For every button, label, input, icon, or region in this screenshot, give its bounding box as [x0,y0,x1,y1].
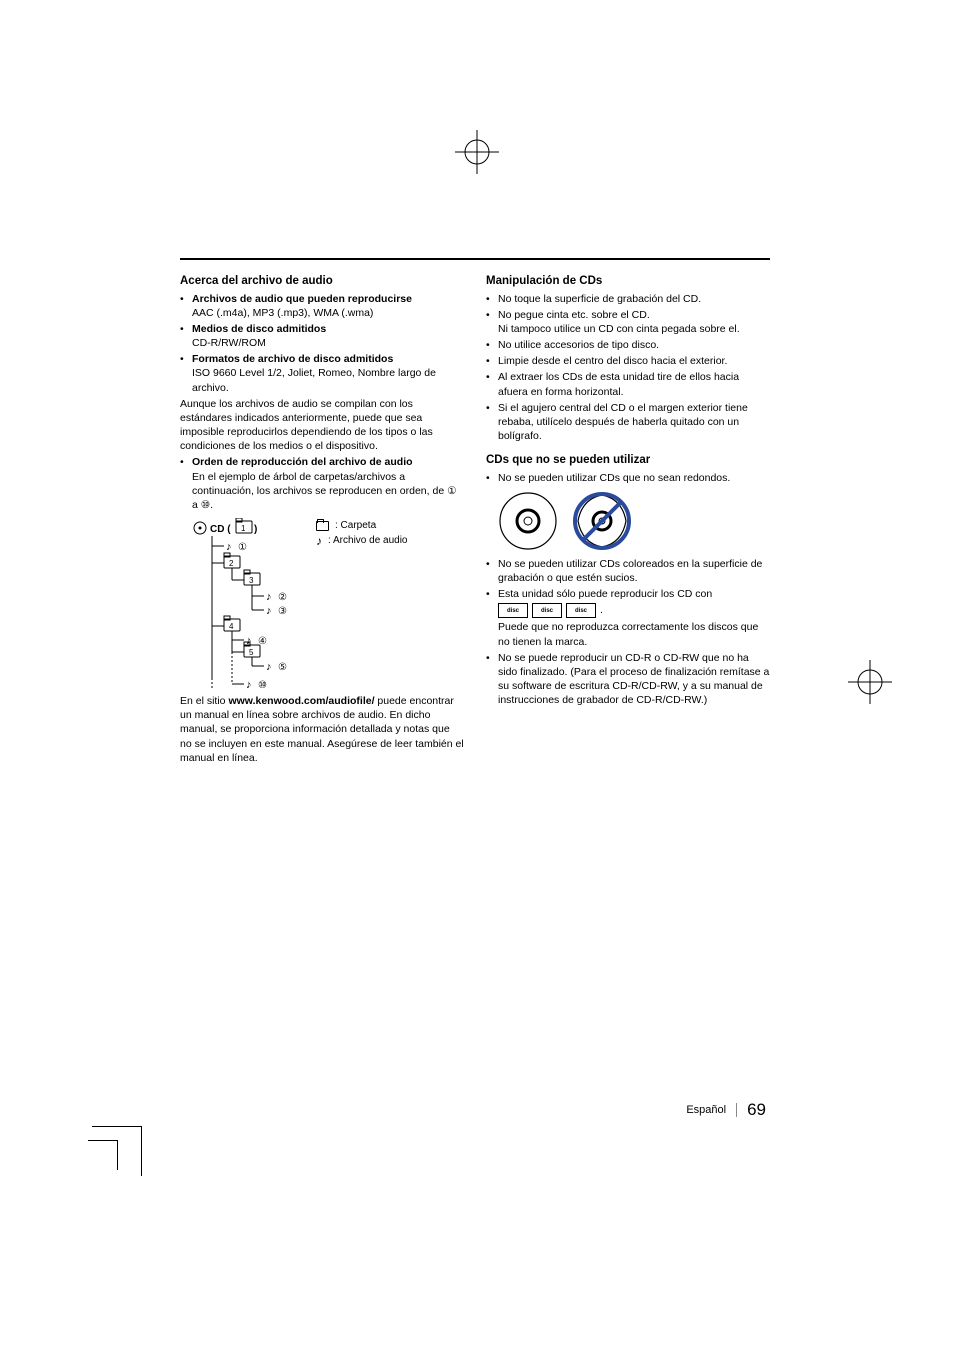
bullet-item: •Al extraer los CDs de esta unidad tire … [486,370,770,398]
bullet-text: No utilice accesorios de tipo disco. [498,338,770,352]
bullet-text: No se pueden utilizar CDs que no sean re… [498,471,770,485]
bullet-text: En el ejemplo de árbol de carpetas/archi… [192,471,457,511]
disc-shape-diagram [498,491,770,551]
svg-text:3: 3 [249,576,254,585]
compact-disc-logo-icon: disc [566,603,596,618]
tree-svg: CD ( 1 ) ♪ ① 2 3 [192,518,302,688]
bullet-item: •No pegue cinta etc. sobre el CD.Ni tamp… [486,308,770,336]
bullet-item: •Limpie desde el centro del disco hacia … [486,354,770,368]
legend-audio-text: : Archivo de audio [328,533,408,548]
registration-mark-top [455,130,499,179]
svg-text:CD (: CD ( [210,524,231,535]
bullet-text: No se puede reproducir un CD-R o CD-RW q… [498,651,770,708]
right-heading-2: CDs que no se pueden utilizar [486,453,770,469]
compact-disc-logo-icon: disc [532,603,562,618]
svg-text:): ) [254,524,257,535]
bullet-item: •No se puede reproducir un CD-R o CD-RW … [486,651,770,708]
page-content: Acerca del archivo de audio • Archivos d… [180,258,770,765]
bullet-item: • Archivos de audio que pueden reproduci… [180,292,464,320]
bullet-item: •No toque la superficie de grabación del… [486,292,770,306]
right-column: Manipulación de CDs •No toque la superfi… [486,274,770,765]
bullet-dot: • [180,292,192,320]
svg-text:⑤: ⑤ [278,662,287,673]
page-number: 69 [747,1100,766,1120]
bullet-item: •Si el agujero central del CD o el marge… [486,401,770,444]
bullet-item: •No se pueden utilizar CDs coloreados en… [486,557,770,585]
bullet-label: Archivos de audio que pueden reproducirs… [192,293,412,305]
bullet-text: No pegue cinta etc. sobre el CD. [498,309,650,321]
bullet-item: •No se pueden utilizar CDs que no sean r… [486,471,770,485]
bullet-label: Formatos de archivo de disco admitidos [192,353,393,365]
svg-text:♪: ♪ [266,605,272,617]
tree-legend: : Carpeta ♪ : Archivo de audio [316,518,408,548]
left-column: Acerca del archivo de audio • Archivos d… [180,274,464,765]
footer-divider [736,1103,737,1117]
music-note-icon: ♪ [316,535,322,547]
bullet-text: No toque la superficie de grabación del … [498,292,770,306]
bullet-dot: • [180,322,192,350]
two-column-layout: Acerca del archivo de audio • Archivos d… [180,274,770,765]
svg-text:♪: ♪ [226,541,232,553]
right-heading-1: Manipulación de CDs [486,274,770,290]
bullet-text: Esta unidad sólo puede reproducir los CD… [498,587,770,601]
svg-text:③: ③ [278,606,287,617]
bullet-label: Orden de reproducción del archivo de aud… [192,456,413,468]
bullet-text: CD-R/RW/ROM [192,337,266,349]
bullet-item: •No utilice accesorios de tipo disco. [486,338,770,352]
page-footer: Español 69 [686,1100,766,1120]
svg-text:①: ① [238,542,247,553]
svg-text:4: 4 [229,622,234,631]
registration-mark-right [848,660,892,709]
bullet-text: Si el agujero central del CD o el margen… [498,401,770,444]
footer-language: Español [686,1104,726,1116]
top-rule [180,258,770,260]
bullet-text: AAC (.m4a), MP3 (.mp3), WMA (.wma) [192,307,373,319]
bullet-label: Medios de disco admitidos [192,323,326,335]
bullet-text: No se pueden utilizar CDs coloreados en … [498,557,770,585]
svg-text:②: ② [278,592,287,603]
non-round-disc-prohibited-icon [572,491,632,551]
folder-tree-diagram: CD ( 1 ) ♪ ① 2 3 [192,518,464,688]
bullet-text: Al extraer los CDs de esta unidad tire d… [498,370,770,398]
paragraph: En el sitio www.kenwood.com/audiofile/ p… [180,694,464,765]
bullet-dot: • [180,352,192,395]
bullet-item: • Medios de disco admitidos CD-R/RW/ROM [180,322,464,350]
svg-text:1: 1 [241,524,246,533]
paragraph: Aunque los archivos de audio se compilan… [180,397,464,454]
bullet-text: Ni tampoco utilice un CD con cinta pegad… [498,323,740,335]
svg-text:♪: ♪ [266,661,272,673]
bullet-dot: • [180,455,192,512]
bullet-text: Limpie desde el centro del disco hacia e… [498,354,770,368]
bullet-continuation: Puede que no reproduzca correctamente lo… [498,620,770,648]
svg-text:5: 5 [249,648,254,657]
folder-icon [316,521,329,531]
url-text: www.kenwood.com/audiofile/ [228,695,374,707]
legend-folder-text: : Carpeta [335,518,376,533]
bullet-text: ISO 9660 Level 1/2, Joliet, Romeo, Nombr… [192,367,436,393]
left-heading: Acerca del archivo de audio [180,274,464,290]
svg-text:⑩: ⑩ [258,680,267,688]
svg-text:♪: ♪ [266,591,272,603]
cd-logo-row: disc disc disc . [498,603,770,618]
svg-text:♪: ♪ [246,679,252,688]
period: . [600,603,603,618]
crop-mark-inner [88,1140,118,1170]
svg-text:2: 2 [229,559,234,568]
round-disc-icon [498,491,558,551]
compact-disc-logo-icon: disc [498,603,528,618]
bullet-item: •Esta unidad sólo puede reproducir los C… [486,587,770,601]
bullet-item: • Orden de reproducción del archivo de a… [180,455,464,512]
bullet-item: • Formatos de archivo de disco admitidos… [180,352,464,395]
para-text: En el sitio [180,695,228,707]
